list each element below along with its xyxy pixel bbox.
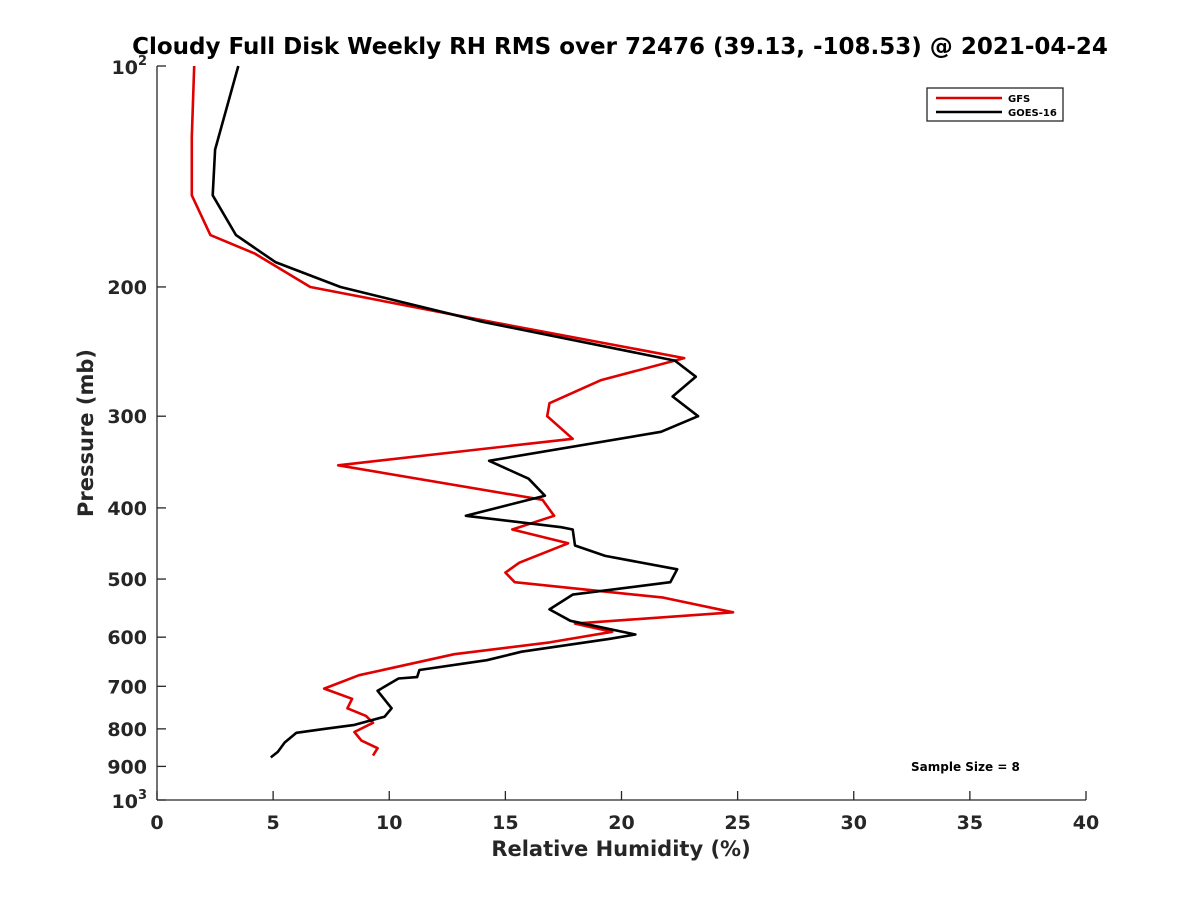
legend-label: GOES-16 (1008, 108, 1057, 119)
x-axis-label: Relative Humidity (%) (491, 837, 750, 861)
x-tick-label: 25 (724, 812, 750, 834)
y-tick-label: 800 (107, 719, 147, 741)
x-tick-label: 10 (376, 812, 402, 834)
x-tick-label: 30 (841, 812, 867, 834)
x-tick-label: 0 (150, 812, 163, 834)
y-tick-label: 103 (112, 788, 148, 813)
x-tick-label: 40 (1073, 812, 1099, 834)
series-line-goes-16 (211, 65, 700, 759)
series-line-gfs (190, 65, 735, 757)
y-tick-label: 500 (107, 569, 147, 591)
legend-label: GFS (1008, 94, 1030, 105)
y-tick-label: 700 (107, 676, 147, 698)
y-tick-label: 102 (112, 54, 148, 79)
y-tick-label: 200 (107, 277, 147, 299)
y-tick-label: 900 (107, 756, 147, 778)
x-ticks: 0 5 10 15 20 25 30 35 40 (150, 791, 1099, 834)
x-tick-label: 20 (608, 812, 634, 834)
axes (156, 66, 1086, 801)
y-tick-label: 300 (107, 406, 147, 428)
y-tick-label: 400 (107, 498, 147, 520)
legend-box (926, 87, 1064, 122)
y-tick-label: 600 (107, 627, 147, 649)
y-axis-label: Pressure (mb) (74, 349, 98, 517)
sample-size-annotation: Sample Size = 8 (911, 760, 1020, 774)
x-tick-label: 15 (492, 812, 518, 834)
y-ticks: 102 200 300 400 500 600 700 800 900 103 (107, 54, 166, 813)
legend: GFS GOES-16 (926, 87, 1064, 122)
chart-title: Cloudy Full Disk Weekly RH RMS over 7247… (132, 34, 1108, 60)
x-tick-label: 5 (267, 812, 280, 834)
series-layer (190, 65, 735, 759)
x-tick-label: 35 (957, 812, 983, 834)
